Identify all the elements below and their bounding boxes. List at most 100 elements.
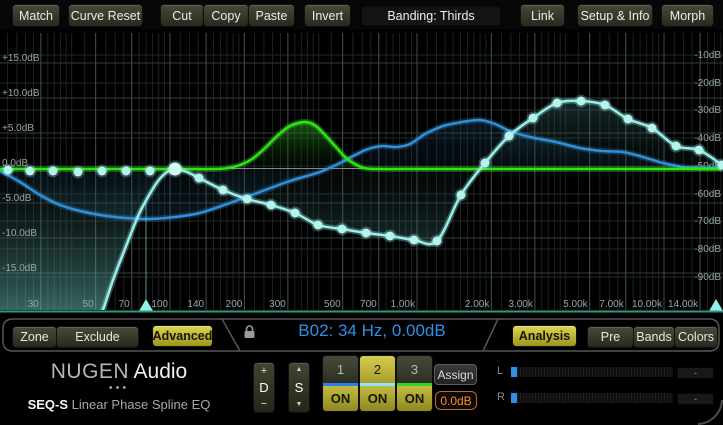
paste-button[interactable]: Paste	[248, 4, 295, 27]
meter-l-track	[511, 367, 673, 377]
eq-node[interactable]	[456, 190, 466, 200]
s-label: S	[294, 379, 304, 395]
svg-text:-10.0dB: -10.0dB	[2, 228, 37, 239]
eq-node[interactable]	[504, 131, 514, 141]
svg-text:10.00k: 10.00k	[632, 299, 663, 310]
eq-node[interactable]	[552, 98, 562, 108]
morph-button[interactable]: Morph	[661, 4, 714, 27]
eq-node[interactable]	[218, 185, 228, 195]
svg-text:50: 50	[83, 299, 95, 310]
eq-node[interactable]	[361, 228, 371, 238]
eq-node[interactable]	[694, 145, 704, 155]
band-markers	[139, 202, 723, 311]
advanced-button[interactable]: Advanced	[152, 325, 213, 347]
status-bar: Zone Exclude Advanced B02: 34 Hz, 0.00dB…	[0, 312, 723, 352]
eq-node[interactable]	[194, 173, 204, 183]
meter-r-value: -	[677, 393, 714, 405]
band-3-color-line	[397, 383, 432, 386]
svg-text:-50dB: -50dB	[694, 161, 721, 172]
eq-node[interactable]	[97, 166, 107, 176]
band-1-on-button[interactable]: ON	[323, 386, 358, 411]
bands-button[interactable]: Bands	[633, 326, 675, 348]
exclude-button[interactable]: Exclude	[56, 326, 139, 348]
svg-text:+5.0dB: +5.0dB	[2, 123, 34, 134]
meter-l-fill	[511, 367, 517, 377]
setup-info-button[interactable]: Setup & Info	[577, 4, 653, 27]
analysis-button[interactable]: Analysis	[512, 325, 577, 347]
eq-node[interactable]	[242, 194, 252, 204]
eq-node[interactable]	[337, 224, 347, 234]
eq-node[interactable]	[480, 158, 490, 168]
band-1-number[interactable]: 1	[323, 356, 358, 383]
svg-text:-15.0dB: -15.0dB	[2, 263, 37, 274]
plus-label[interactable]: +	[260, 365, 268, 377]
band-3-number[interactable]: 3	[397, 356, 432, 383]
meter-l-value: -	[677, 367, 714, 379]
analysis-curve-blue	[0, 116, 723, 223]
zone-button[interactable]: Zone	[12, 326, 57, 348]
reference-curve-green	[0, 118, 722, 173]
d-label: D	[259, 379, 269, 395]
eq-node[interactable]	[168, 162, 182, 176]
link-button[interactable]: Link	[520, 4, 565, 27]
match-button[interactable]: Match	[12, 4, 60, 27]
band-marker-triangle[interactable]	[139, 299, 153, 311]
eq-node[interactable]	[290, 208, 300, 218]
eq-node[interactable]	[313, 220, 323, 230]
eq-node[interactable]	[671, 141, 681, 151]
banding-selector[interactable]: Banding: Thirds	[360, 4, 502, 27]
band-button-1[interactable]: 1 ON	[322, 355, 359, 412]
svg-text:-60dB: -60dB	[694, 189, 721, 200]
minus-label[interactable]: −	[260, 398, 268, 410]
footer-panel: NUGEN Audio ••• SEQ-S Linear Phase Splin…	[0, 352, 723, 425]
eq-node[interactable]	[385, 231, 395, 241]
band-2-on-button[interactable]: ON	[360, 386, 395, 411]
eq-node[interactable]	[432, 236, 442, 246]
eq-node[interactable]	[48, 166, 58, 176]
svg-text:-20dB: -20dB	[694, 78, 721, 89]
copy-button[interactable]: Copy	[203, 4, 249, 27]
eq-node[interactable]	[73, 167, 83, 177]
meter-r-track	[511, 393, 673, 403]
svg-text:-5.0dB: -5.0dB	[2, 193, 32, 204]
curve-reset-button[interactable]: Curve Reset	[68, 4, 143, 27]
colors-button[interactable]: Colors	[674, 326, 718, 348]
resize-grip-icon[interactable]	[693, 395, 723, 425]
gain-readout[interactable]: 0.0dB	[435, 391, 477, 410]
eq-node[interactable]	[145, 166, 155, 176]
band-button-2[interactable]: 2 ON	[359, 355, 396, 412]
assign-button[interactable]: Assign	[434, 364, 477, 385]
band-2-number[interactable]: 2	[360, 356, 395, 383]
down-arrow-icon[interactable]: ▼	[295, 401, 303, 408]
eq-node[interactable]	[600, 100, 610, 110]
up-arrow-icon[interactable]: ▲	[295, 366, 303, 373]
eq-node[interactable]	[528, 113, 538, 123]
band-marker-triangle[interactable]	[709, 299, 723, 311]
lock-icon[interactable]	[243, 325, 256, 339]
band-3-on-button[interactable]: ON	[397, 386, 432, 411]
eq-node[interactable]	[576, 96, 586, 106]
eq-node[interactable]	[623, 114, 633, 124]
eq-node[interactable]	[647, 123, 657, 133]
eq-node[interactable]	[25, 166, 35, 176]
band-button-3[interactable]: 3 ON	[396, 355, 433, 412]
cut-button[interactable]: Cut	[160, 4, 204, 27]
eq-node[interactable]	[409, 235, 419, 245]
d-gain-stepper[interactable]: + D −	[253, 362, 275, 413]
eq-nodes	[1, 94, 723, 248]
s-selector[interactable]: ▲ S ▼	[288, 362, 310, 413]
eq-node[interactable]	[3, 165, 13, 175]
nugen-logo: NUGEN Audio •••	[10, 360, 228, 394]
eq-node[interactable]	[717, 160, 723, 170]
meter-l-label: L	[497, 365, 504, 377]
svg-text:1.00k: 1.00k	[391, 299, 416, 310]
eq-node[interactable]	[266, 200, 276, 210]
svg-text:140: 140	[187, 299, 204, 310]
eq-node[interactable]	[121, 166, 131, 176]
invert-button[interactable]: Invert	[304, 4, 351, 27]
curve-fills	[0, 100, 723, 310]
pre-button[interactable]: Pre	[587, 326, 634, 348]
svg-text:-70dB: -70dB	[694, 216, 721, 227]
